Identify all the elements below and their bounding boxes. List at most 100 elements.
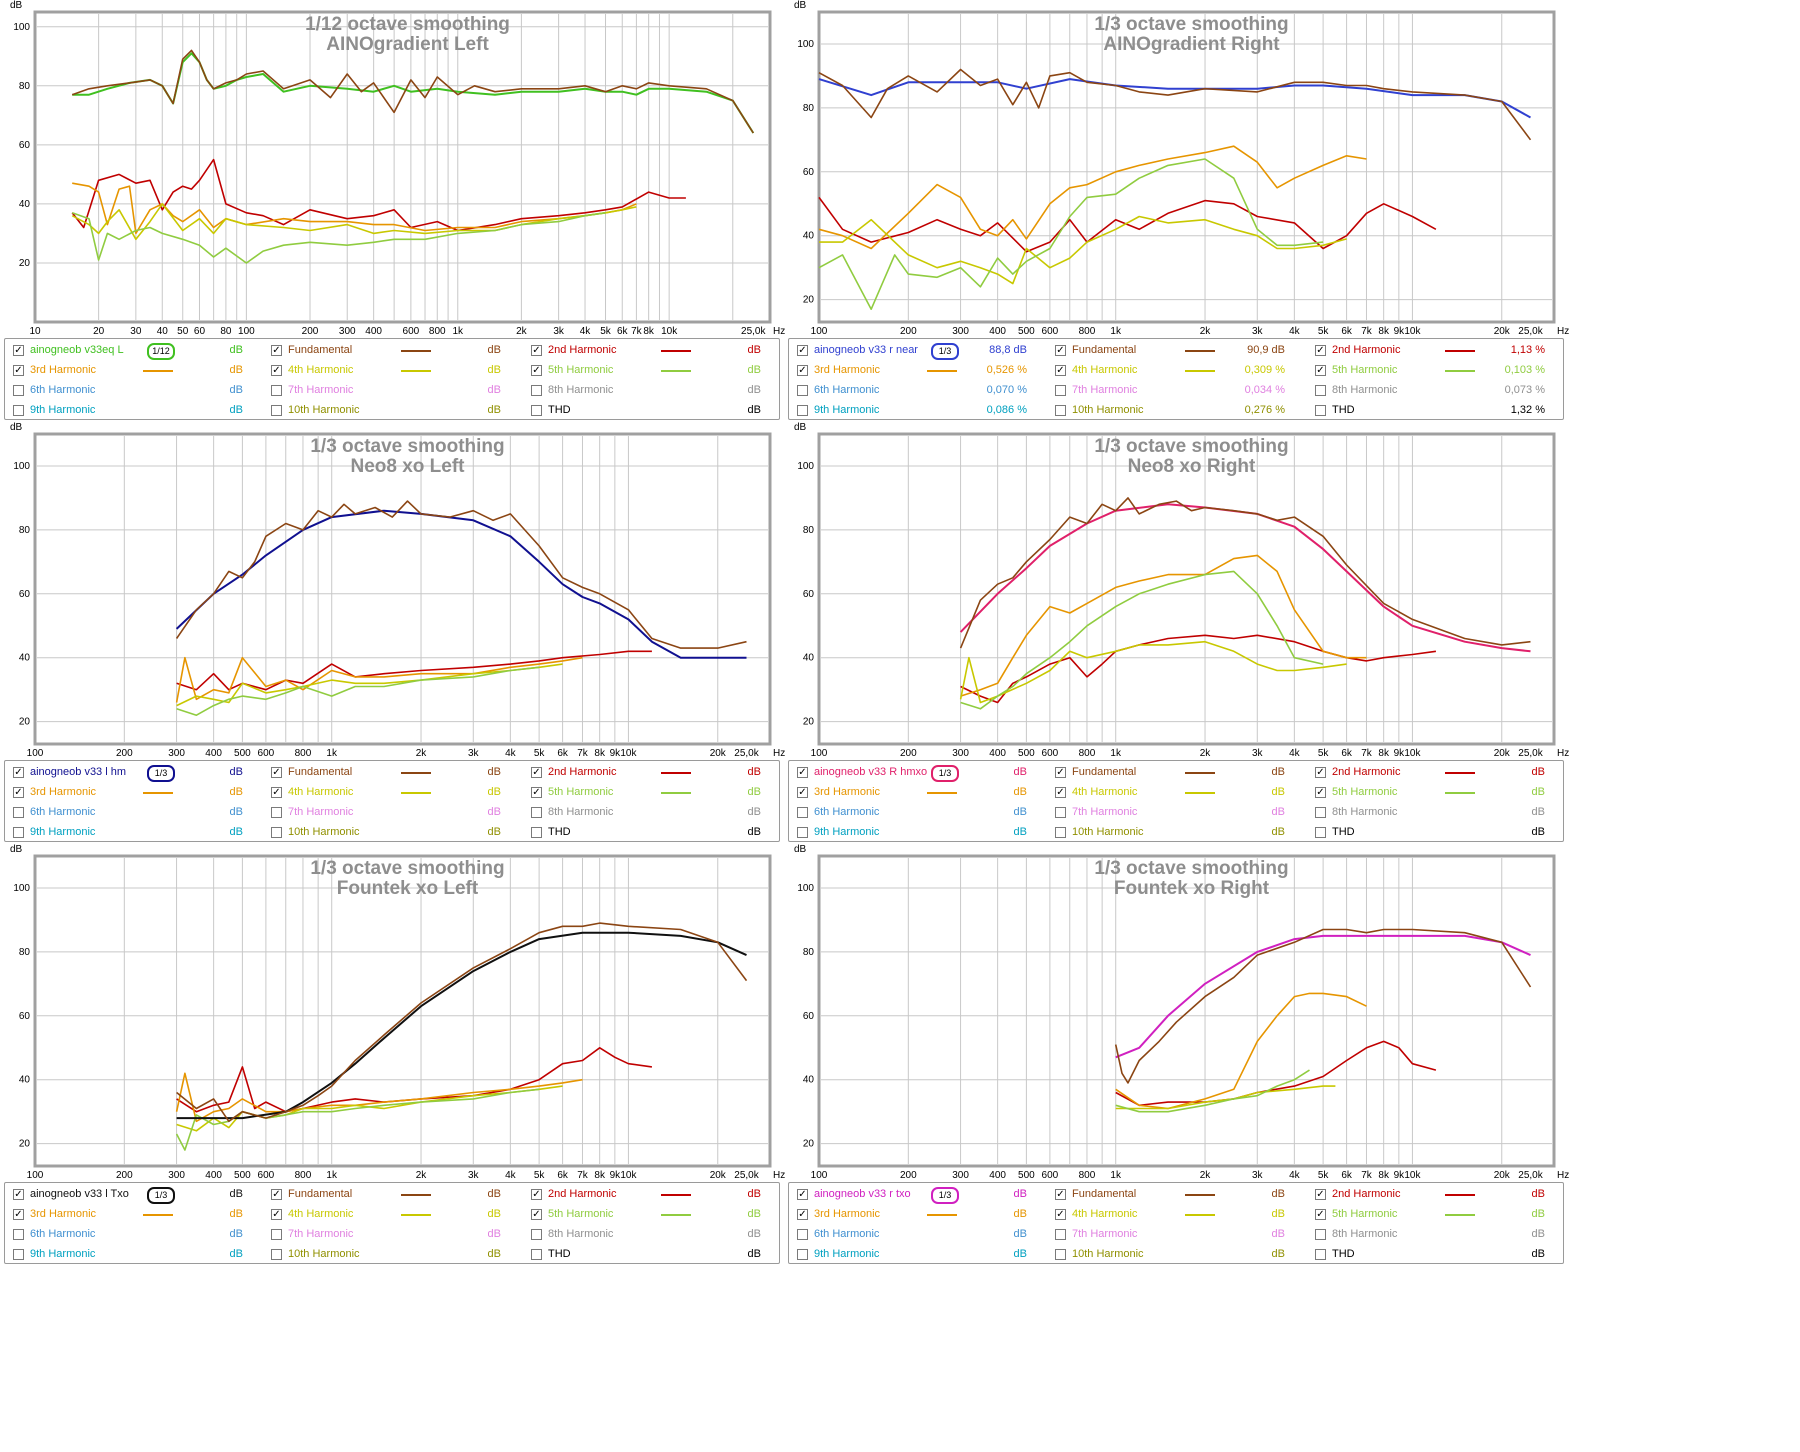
legend-item-h8[interactable]: 8th Harmonic 0,073 % — [1307, 380, 1565, 402]
legend-checkbox[interactable] — [797, 1229, 808, 1240]
legend-item-h3[interactable]: ✓ 3rd Harmonic dB — [5, 360, 263, 382]
legend-checkbox[interactable]: ✓ — [1315, 787, 1326, 798]
legend-checkbox[interactable] — [531, 1249, 542, 1260]
legend-checkbox[interactable] — [271, 807, 282, 818]
legend-item-h8[interactable]: 8th Harmonic dB — [523, 802, 781, 824]
legend-checkbox[interactable]: ✓ — [1315, 1189, 1326, 1200]
legend-checkbox[interactable]: ✓ — [13, 1189, 24, 1200]
legend-checkbox[interactable]: ✓ — [1055, 345, 1066, 356]
legend-item-h6[interactable]: 6th Harmonic dB — [5, 802, 263, 824]
smoothing-badge[interactable]: 1/3 — [147, 1187, 175, 1204]
plot-area[interactable] — [33, 10, 772, 324]
legend-item-thd[interactable]: THD dB — [1307, 822, 1565, 844]
legend-checkbox[interactable] — [1055, 1229, 1066, 1240]
legend-item-h2[interactable]: ✓ 2nd Harmonic dB — [1307, 1184, 1565, 1206]
legend-item-h8[interactable]: 8th Harmonic dB — [523, 380, 781, 402]
legend-checkbox[interactable] — [531, 807, 542, 818]
legend-item-h8[interactable]: 8th Harmonic dB — [523, 1224, 781, 1246]
legend-checkbox[interactable]: ✓ — [13, 787, 24, 798]
legend-item-meas[interactable]: ✓ ainogneob v33 r near 1/3 88,8 dB — [789, 340, 1047, 362]
legend-item-h4[interactable]: ✓ 4th Harmonic dB — [1047, 782, 1305, 804]
legend-checkbox[interactable] — [1315, 405, 1326, 416]
legend-item-h5[interactable]: ✓ 5th Harmonic dB — [523, 360, 781, 382]
legend-item-h7[interactable]: 7th Harmonic dB — [1047, 1224, 1305, 1246]
legend-checkbox[interactable] — [1315, 1229, 1326, 1240]
legend-item-h2[interactable]: ✓ 2nd Harmonic dB — [523, 1184, 781, 1206]
legend-checkbox[interactable]: ✓ — [271, 365, 282, 376]
legend-checkbox[interactable]: ✓ — [271, 1209, 282, 1220]
legend-checkbox[interactable] — [531, 1229, 542, 1240]
legend-checkbox[interactable] — [531, 827, 542, 838]
legend-item-thd[interactable]: THD dB — [523, 822, 781, 844]
legend-checkbox[interactable] — [797, 827, 808, 838]
legend-checkbox[interactable]: ✓ — [1315, 345, 1326, 356]
legend-item-h7[interactable]: 7th Harmonic dB — [1047, 802, 1305, 824]
legend-checkbox[interactable] — [1055, 807, 1066, 818]
legend-checkbox[interactable] — [1315, 385, 1326, 396]
legend-item-h6[interactable]: 6th Harmonic dB — [5, 1224, 263, 1246]
legend-checkbox[interactable] — [1315, 827, 1326, 838]
legend-item-h9[interactable]: 9th Harmonic dB — [5, 1244, 263, 1266]
legend-checkbox[interactable] — [13, 385, 24, 396]
legend-checkbox[interactable]: ✓ — [531, 365, 542, 376]
legend-item-h5[interactable]: ✓ 5th Harmonic dB — [1307, 1204, 1565, 1226]
legend-checkbox[interactable] — [13, 1249, 24, 1260]
legend-checkbox[interactable] — [1055, 827, 1066, 838]
legend-checkbox[interactable] — [1055, 385, 1066, 396]
legend-checkbox[interactable] — [531, 385, 542, 396]
legend-item-h9[interactable]: 9th Harmonic dB — [5, 400, 263, 422]
legend-item-h4[interactable]: ✓ 4th Harmonic dB — [263, 360, 521, 382]
legend-checkbox[interactable]: ✓ — [1315, 767, 1326, 778]
legend-item-h4[interactable]: ✓ 4th Harmonic dB — [263, 782, 521, 804]
legend-checkbox[interactable]: ✓ — [797, 767, 808, 778]
legend-checkbox[interactable] — [1315, 807, 1326, 818]
legend-checkbox[interactable]: ✓ — [797, 1189, 808, 1200]
legend-item-h10[interactable]: 10th Harmonic dB — [1047, 822, 1305, 844]
legend-item-thd[interactable]: THD 1,32 % — [1307, 400, 1565, 422]
legend-checkbox[interactable] — [797, 807, 808, 818]
legend-checkbox[interactable] — [13, 827, 24, 838]
legend-checkbox[interactable] — [13, 1229, 24, 1240]
smoothing-badge[interactable]: 1/3 — [147, 765, 175, 782]
legend-checkbox[interactable]: ✓ — [271, 345, 282, 356]
legend-item-fund[interactable]: ✓ Fundamental dB — [263, 762, 521, 784]
plot-area[interactable] — [33, 854, 772, 1168]
legend-checkbox[interactable]: ✓ — [531, 1209, 542, 1220]
legend-checkbox[interactable] — [271, 385, 282, 396]
legend-item-h7[interactable]: 7th Harmonic 0,034 % — [1047, 380, 1305, 402]
legend-item-h4[interactable]: ✓ 4th Harmonic dB — [1047, 1204, 1305, 1226]
legend-checkbox[interactable] — [531, 405, 542, 416]
legend-checkbox[interactable]: ✓ — [13, 1209, 24, 1220]
legend-item-h8[interactable]: 8th Harmonic dB — [1307, 802, 1565, 824]
legend-checkbox[interactable] — [1055, 1249, 1066, 1260]
legend-item-h6[interactable]: 6th Harmonic dB — [5, 380, 263, 402]
legend-checkbox[interactable]: ✓ — [531, 345, 542, 356]
legend-checkbox[interactable]: ✓ — [1055, 767, 1066, 778]
legend-item-h9[interactable]: 9th Harmonic dB — [789, 1244, 1047, 1266]
legend-item-fund[interactable]: ✓ Fundamental dB — [263, 340, 521, 362]
plot-area[interactable] — [817, 854, 1556, 1168]
legend-checkbox[interactable] — [271, 405, 282, 416]
legend-item-meas[interactable]: ✓ ainogneob v33eq L 1/12 dB — [5, 340, 263, 362]
legend-checkbox[interactable]: ✓ — [797, 365, 808, 376]
legend-checkbox[interactable]: ✓ — [271, 787, 282, 798]
legend-item-h10[interactable]: 10th Harmonic dB — [1047, 1244, 1305, 1266]
legend-item-h10[interactable]: 10th Harmonic 0,276 % — [1047, 400, 1305, 422]
legend-checkbox[interactable]: ✓ — [531, 787, 542, 798]
legend-item-h6[interactable]: 6th Harmonic dB — [789, 802, 1047, 824]
legend-checkbox[interactable]: ✓ — [271, 767, 282, 778]
legend-item-h7[interactable]: 7th Harmonic dB — [263, 802, 521, 824]
plot-area[interactable] — [33, 432, 772, 746]
legend-checkbox[interactable] — [13, 405, 24, 416]
legend-checkbox[interactable] — [271, 827, 282, 838]
legend-checkbox[interactable]: ✓ — [797, 1209, 808, 1220]
legend-checkbox[interactable]: ✓ — [13, 767, 24, 778]
legend-item-h10[interactable]: 10th Harmonic dB — [263, 822, 521, 844]
legend-item-fund[interactable]: ✓ Fundamental dB — [263, 1184, 521, 1206]
legend-checkbox[interactable]: ✓ — [531, 767, 542, 778]
legend-checkbox[interactable] — [271, 1249, 282, 1260]
legend-checkbox[interactable] — [797, 385, 808, 396]
legend-checkbox[interactable]: ✓ — [1315, 365, 1326, 376]
legend-item-h4[interactable]: ✓ 4th Harmonic dB — [263, 1204, 521, 1226]
legend-checkbox[interactable]: ✓ — [1055, 787, 1066, 798]
